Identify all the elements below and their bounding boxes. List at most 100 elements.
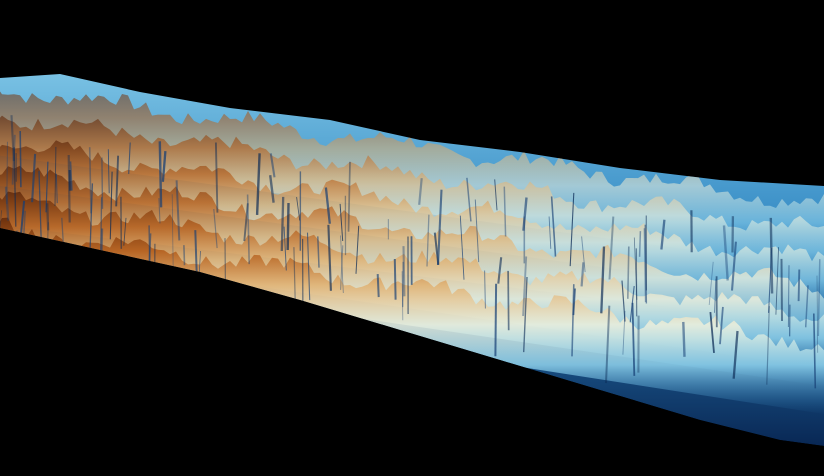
valley-streak (4, 186, 10, 221)
valley-streak (183, 245, 186, 266)
valley-streak (6, 141, 9, 205)
valley-streak (401, 271, 404, 321)
valley-streak (109, 171, 113, 240)
valley-streak (523, 276, 528, 353)
valley-streak (101, 157, 104, 209)
valley-streak (709, 312, 715, 353)
valley-streak (722, 225, 729, 281)
valley-streak (507, 270, 510, 331)
valley-streak (766, 306, 770, 385)
valley-streak (175, 180, 181, 241)
valley-streak (100, 197, 103, 255)
valley-streak (644, 224, 648, 304)
valley-streak (19, 200, 26, 237)
valley-streak (158, 198, 161, 224)
valley-streak (474, 199, 480, 263)
valley-streak (107, 149, 110, 194)
valley-streak (621, 280, 626, 322)
valley-streak (730, 241, 737, 291)
valley-streak (775, 247, 780, 315)
valley-streak (418, 178, 423, 205)
valley-streak (494, 179, 498, 211)
valley-streak (600, 246, 606, 314)
valley-streak (522, 256, 528, 317)
valley-streak (88, 147, 92, 214)
valley-streak (631, 302, 636, 376)
valley-streak (714, 278, 717, 313)
valley-streak (804, 285, 809, 328)
valley-streak (243, 203, 249, 242)
valley-streak (376, 274, 380, 298)
valley-streak (13, 147, 17, 227)
valley-streak (638, 231, 642, 257)
valley-streak (317, 236, 320, 268)
valley-streak (816, 275, 819, 353)
valley-streak (627, 246, 630, 299)
valley-streak (0, 210, 3, 242)
valley-streak (426, 214, 430, 267)
valley-streak (402, 246, 406, 297)
valley-streak (682, 321, 686, 357)
valley-streak (67, 154, 71, 223)
valley-streak (171, 194, 174, 272)
valley-streak (339, 203, 344, 242)
valley-streak (605, 305, 611, 384)
valley-streak (581, 236, 586, 273)
valley-streak (10, 115, 15, 162)
valley-streak (813, 313, 817, 389)
valley-streak (128, 142, 131, 174)
valley-streak (660, 219, 666, 250)
valley-streak (769, 217, 774, 294)
valley-streak (548, 216, 552, 249)
valley-streak (494, 283, 498, 357)
valley-streak (708, 261, 714, 306)
valley-streak (436, 189, 443, 266)
valley-streak (503, 186, 507, 237)
valley-streak (283, 226, 287, 271)
terrain-bottom-shadow (0, 228, 824, 476)
valley-streak (643, 228, 647, 303)
valley-streak (213, 208, 218, 249)
valley-streak (54, 146, 57, 207)
valley-streak (286, 202, 290, 251)
valley-streak (340, 235, 344, 294)
valley-streak (633, 237, 638, 300)
valley-streak (347, 161, 351, 232)
valley-streak (68, 169, 72, 191)
valley-streak (355, 225, 360, 274)
valley-streak (296, 197, 301, 221)
valley-streak (569, 192, 575, 267)
valley-streak (327, 224, 332, 291)
valley-streak (719, 306, 724, 345)
valley-streak (161, 151, 167, 182)
valley-streak (522, 197, 528, 231)
valley-streak (466, 177, 472, 222)
valley-streak (732, 330, 739, 379)
valley-streak (580, 262, 585, 287)
valley-streak (622, 310, 626, 355)
valley-streak (571, 284, 575, 357)
valley-streak (497, 257, 503, 284)
valley-streak (115, 155, 120, 207)
valley-streak (214, 142, 219, 213)
valley-streak (780, 258, 783, 322)
valley-streak (340, 245, 344, 290)
valley-streak (306, 232, 311, 301)
valley-streak (484, 270, 486, 309)
valley-streak (69, 161, 73, 191)
valley-streak (158, 141, 163, 208)
valley-streak (269, 153, 276, 178)
valley-streak (55, 173, 58, 204)
valley-streak (269, 175, 275, 203)
valley-streak (19, 130, 22, 188)
valley-streak (459, 215, 465, 280)
valley-streak (31, 153, 37, 203)
valley-streak (280, 196, 285, 252)
valley-streak (123, 217, 127, 246)
valley-streak (38, 170, 42, 241)
valley-streak (324, 187, 331, 224)
valley-streak (608, 216, 615, 280)
valley-streak (46, 203, 50, 231)
